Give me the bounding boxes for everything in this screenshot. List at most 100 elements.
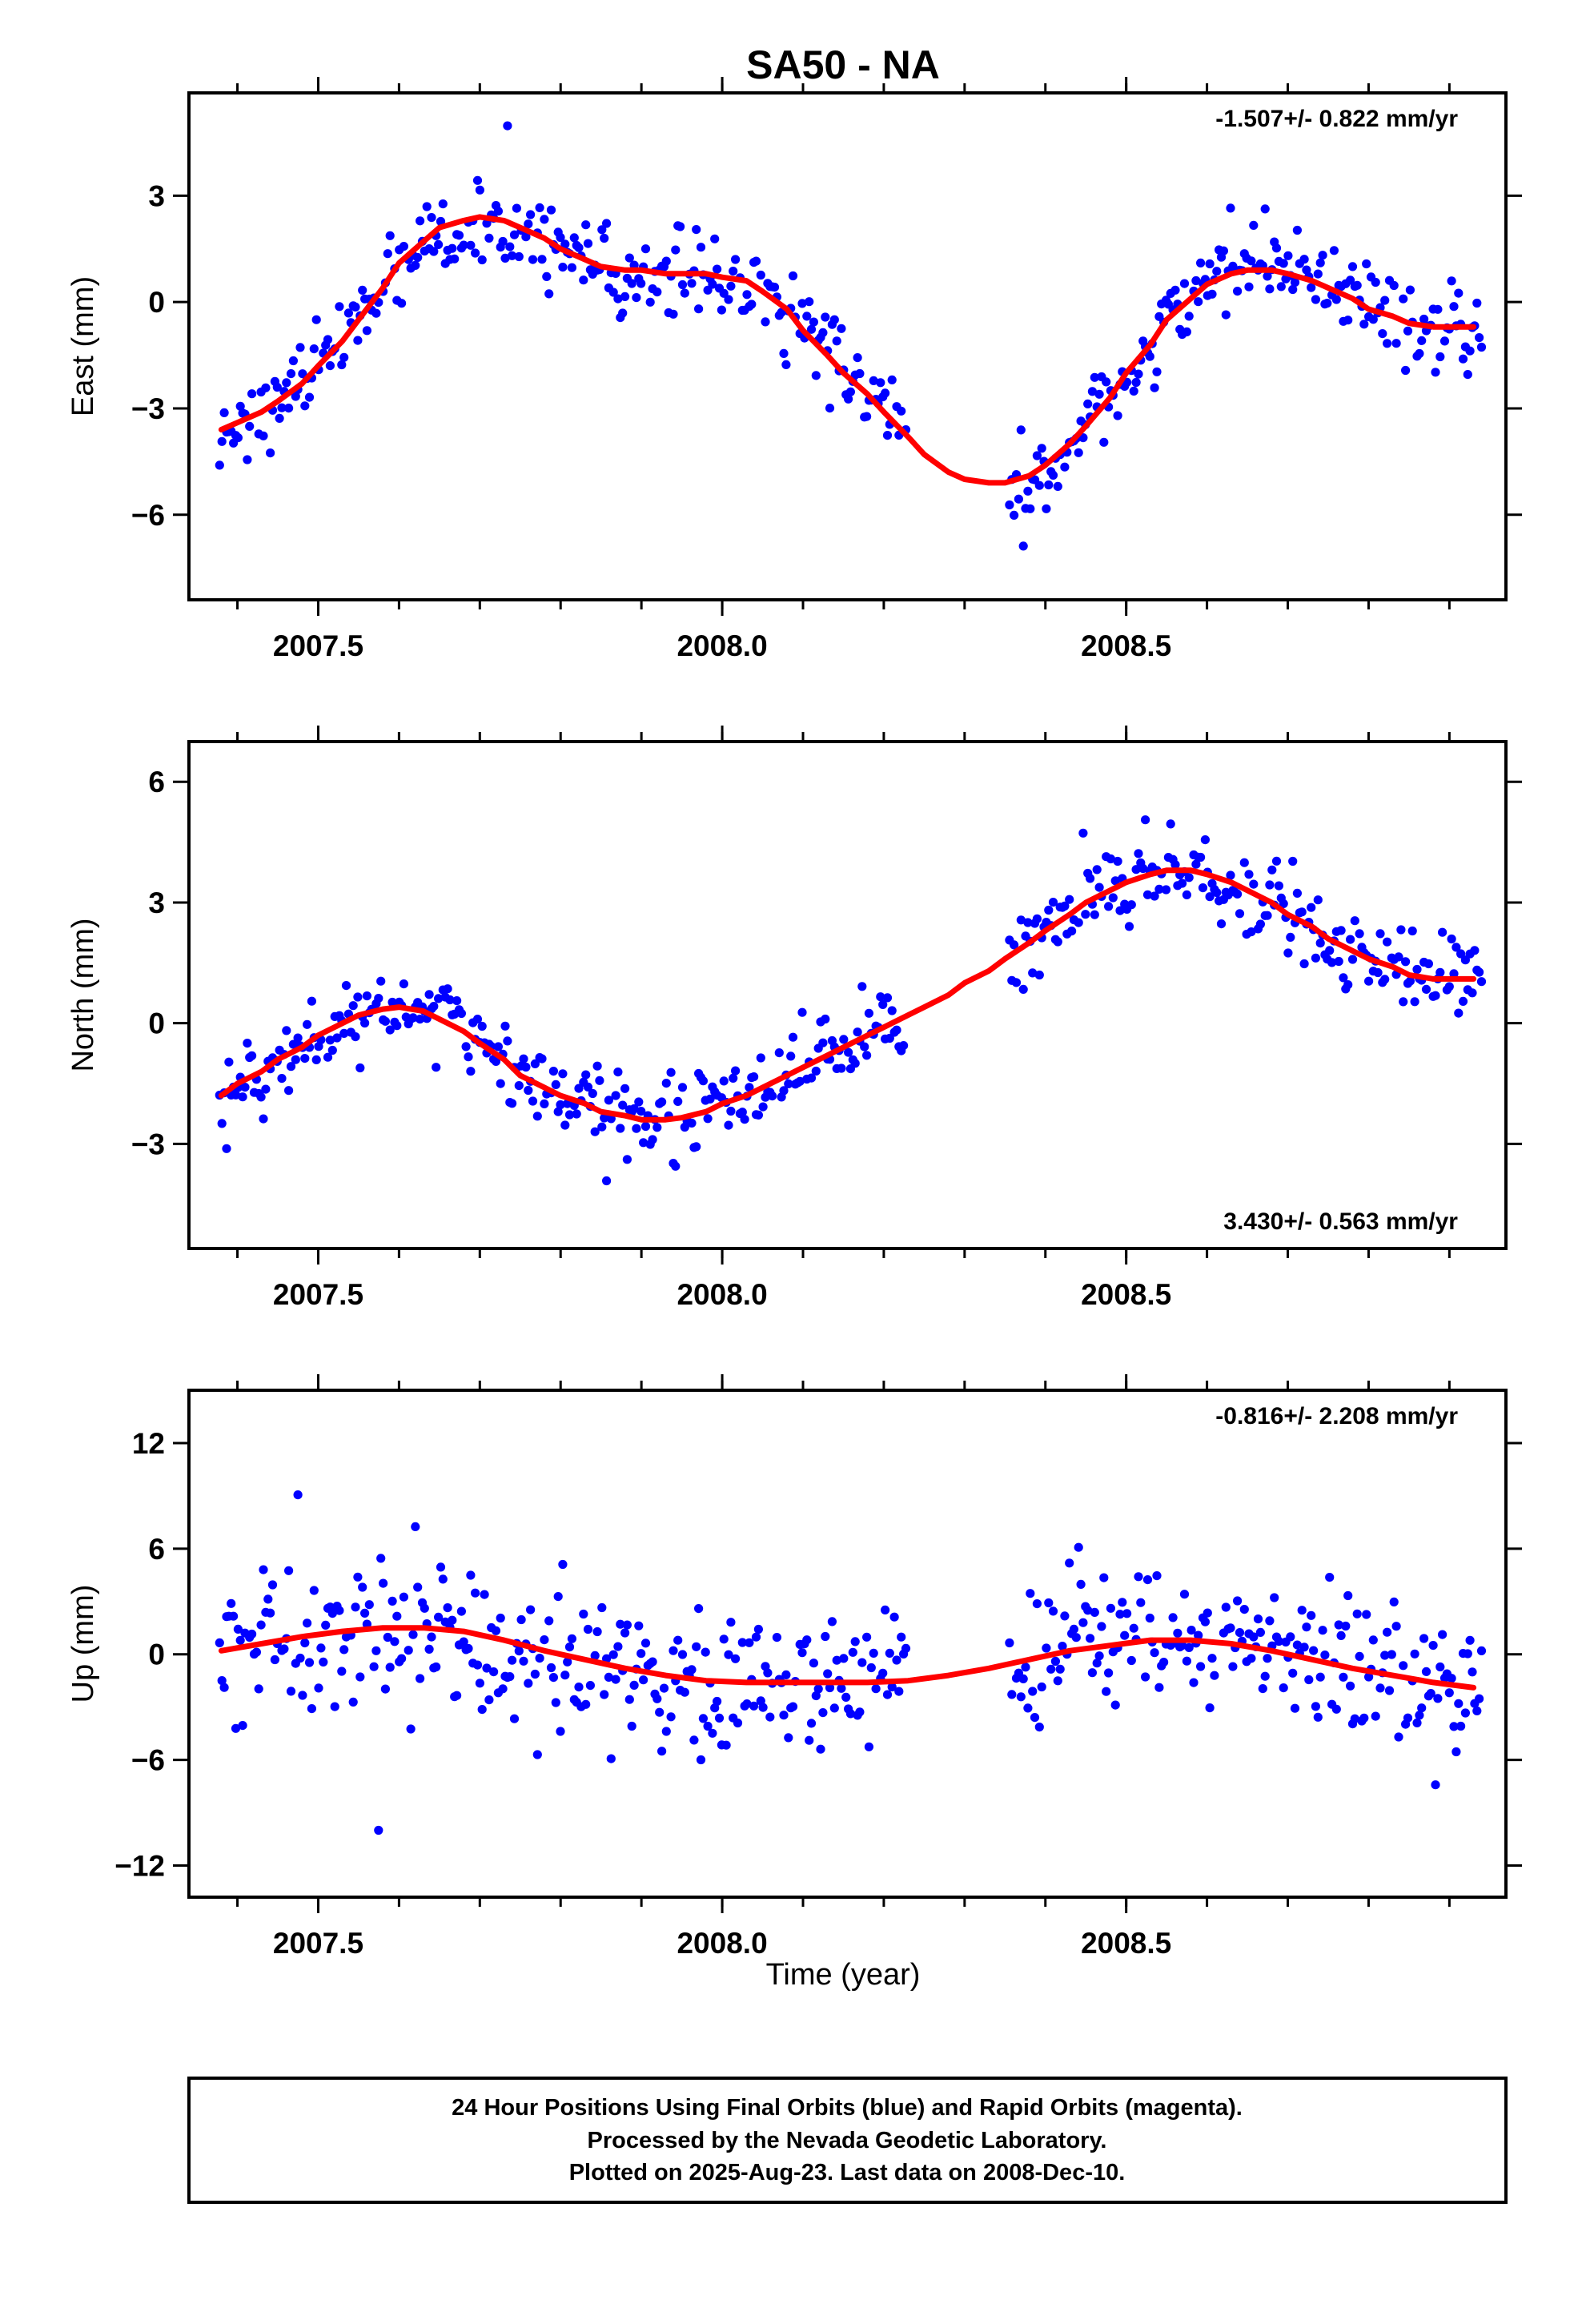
data-point bbox=[1258, 1684, 1267, 1694]
data-point bbox=[1452, 1747, 1461, 1757]
data-point bbox=[295, 343, 305, 352]
data-point bbox=[1475, 333, 1484, 343]
data-point bbox=[443, 1603, 452, 1613]
data-point bbox=[1346, 935, 1355, 944]
data-point bbox=[881, 1605, 890, 1614]
data-point bbox=[1150, 383, 1159, 392]
data-point bbox=[256, 1620, 266, 1630]
data-point bbox=[364, 1600, 374, 1610]
data-point bbox=[1037, 1682, 1046, 1692]
data-point bbox=[1247, 1654, 1256, 1663]
data-point bbox=[1438, 1630, 1447, 1639]
data-point bbox=[1383, 937, 1392, 947]
data-point bbox=[574, 243, 584, 252]
data-point bbox=[1074, 918, 1083, 927]
data-point bbox=[477, 255, 487, 265]
data-point bbox=[1026, 1589, 1035, 1598]
data-point bbox=[897, 406, 906, 416]
data-point bbox=[1090, 910, 1099, 919]
data-point bbox=[698, 1714, 709, 1723]
data-point bbox=[1221, 1602, 1231, 1612]
data-point bbox=[661, 256, 671, 266]
data-point bbox=[616, 1619, 625, 1629]
data-point bbox=[387, 1596, 397, 1606]
data-point bbox=[1113, 411, 1122, 420]
data-point bbox=[1334, 956, 1343, 967]
data-point bbox=[408, 1630, 418, 1639]
data-point bbox=[627, 1721, 636, 1731]
data-point bbox=[374, 1825, 383, 1835]
data-point bbox=[526, 1605, 536, 1614]
data-point bbox=[1053, 481, 1062, 492]
data-point bbox=[411, 260, 420, 270]
data-point bbox=[1352, 1609, 1362, 1618]
data-point bbox=[348, 1697, 358, 1707]
data-point bbox=[600, 1113, 609, 1123]
data-point bbox=[1170, 285, 1180, 295]
x-tick-label: 2008.0 bbox=[677, 1927, 767, 1960]
data-point bbox=[416, 1015, 425, 1024]
data-point bbox=[261, 383, 271, 392]
data-point bbox=[1346, 275, 1355, 285]
data-point bbox=[540, 1635, 549, 1645]
data-point bbox=[1320, 1651, 1330, 1660]
data-point bbox=[1292, 1640, 1302, 1650]
data-point bbox=[1058, 1642, 1067, 1651]
data-point bbox=[325, 361, 335, 371]
y-axis-label-east: East (mm) bbox=[66, 276, 100, 416]
data-point bbox=[1219, 246, 1228, 255]
data-point bbox=[508, 251, 517, 260]
data-point bbox=[408, 1013, 418, 1023]
data-point bbox=[235, 401, 245, 411]
data-point bbox=[1263, 1654, 1272, 1663]
data-point bbox=[1037, 444, 1046, 453]
data-point bbox=[832, 1655, 841, 1665]
data-point bbox=[1318, 251, 1327, 260]
data-point bbox=[1288, 856, 1298, 866]
data-point bbox=[512, 203, 522, 213]
data-point bbox=[597, 1602, 607, 1613]
data-point bbox=[657, 1747, 667, 1756]
data-point bbox=[1350, 1714, 1359, 1723]
y-tick-label: −3 bbox=[131, 392, 165, 425]
data-point bbox=[600, 1690, 609, 1699]
data-point bbox=[371, 1646, 381, 1655]
data-point bbox=[452, 1691, 462, 1700]
data-point bbox=[1323, 299, 1332, 308]
data-point bbox=[1472, 298, 1482, 308]
data-point bbox=[459, 1637, 468, 1647]
data-point bbox=[1145, 1613, 1154, 1623]
data-point bbox=[640, 1121, 651, 1132]
data-point bbox=[1196, 852, 1206, 862]
data-point bbox=[303, 1019, 312, 1029]
data-point bbox=[839, 1654, 849, 1663]
data-point bbox=[1046, 1664, 1056, 1674]
data-point bbox=[1297, 1606, 1307, 1615]
data-point bbox=[1359, 320, 1369, 329]
data-point bbox=[572, 1109, 581, 1119]
data-point bbox=[1244, 870, 1254, 879]
data-point bbox=[809, 317, 819, 327]
data-point bbox=[629, 1680, 639, 1690]
data-point bbox=[569, 233, 579, 243]
data-point bbox=[806, 324, 817, 334]
data-point bbox=[286, 1062, 296, 1072]
data-point bbox=[353, 992, 363, 1002]
data-point bbox=[1454, 1699, 1464, 1708]
data-point bbox=[710, 234, 720, 243]
data-point bbox=[737, 1638, 747, 1647]
data-point bbox=[222, 1144, 231, 1153]
data-point bbox=[579, 275, 588, 285]
data-point bbox=[1331, 295, 1341, 304]
data-point bbox=[1194, 297, 1203, 307]
data-point bbox=[731, 255, 741, 264]
data-point bbox=[1207, 289, 1217, 299]
data-point bbox=[1263, 271, 1272, 281]
data-point bbox=[1023, 1703, 1033, 1713]
data-point bbox=[291, 392, 300, 401]
data-point bbox=[1044, 1598, 1054, 1608]
data-point bbox=[413, 1582, 423, 1592]
data-point bbox=[839, 1035, 849, 1044]
data-point bbox=[871, 1684, 881, 1694]
footer-box: 24 Hour Positions Using Final Orbits (bl… bbox=[187, 2077, 1508, 2204]
